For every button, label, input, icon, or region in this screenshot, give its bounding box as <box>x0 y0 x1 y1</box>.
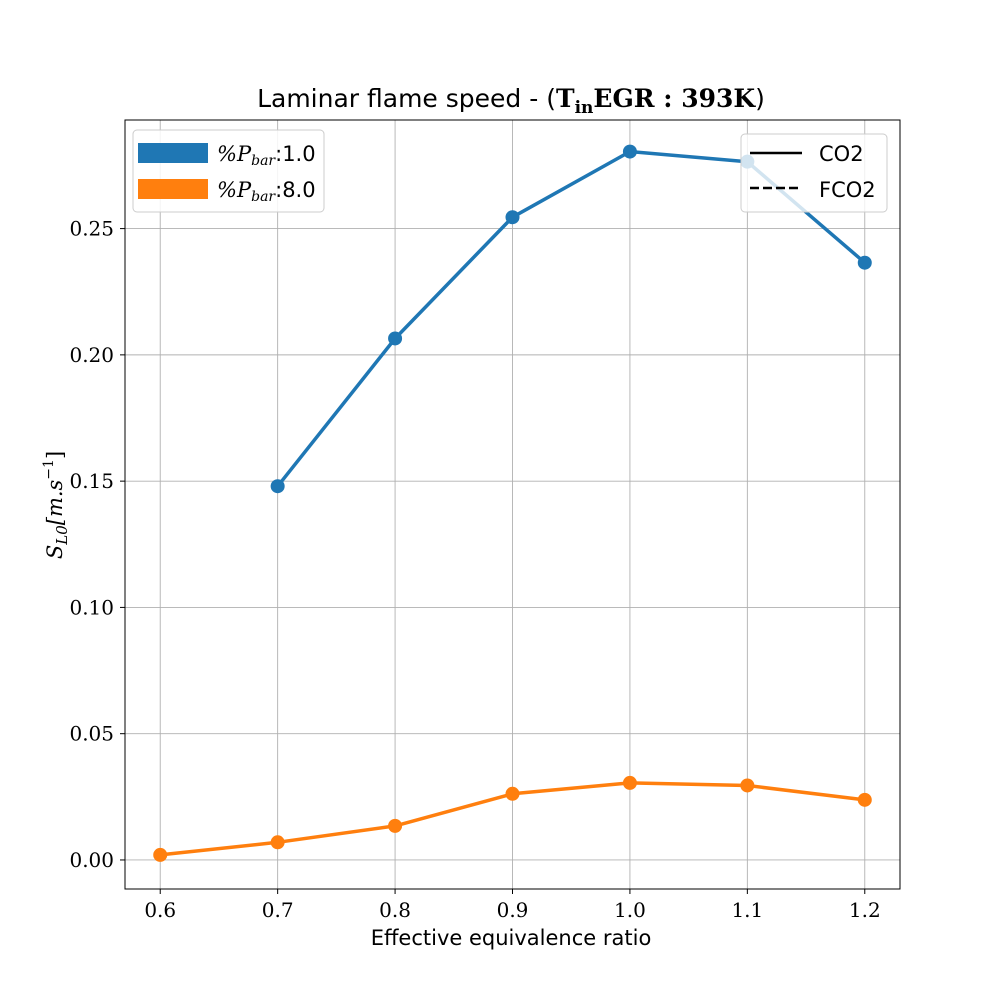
legend-label-pressure-8: %Pbar:8.0 <box>217 178 316 205</box>
y-axis-label: SL0[m.s−1] <box>41 451 71 559</box>
series-1-point-5 <box>740 778 755 793</box>
legend-swatch-orange <box>138 179 208 199</box>
chart-title: Laminar flame speed - (TinEGR : 393K) <box>257 84 765 118</box>
x-tick-label-4: 1.0 <box>614 898 646 922</box>
title-suffix: ) <box>755 84 765 113</box>
y-tick-label-1: 0.05 <box>69 722 114 746</box>
series-0-point-2 <box>505 210 520 225</box>
x-tick-label-5: 1.1 <box>731 898 763 922</box>
series-1-point-0 <box>153 847 168 862</box>
series-0-point-0 <box>270 479 285 494</box>
y-tick-label-4: 0.20 <box>69 343 114 367</box>
x-tick-label-3: 0.9 <box>497 898 529 922</box>
y-tick-label-5: 0.25 <box>69 217 114 241</box>
y-label-sub: L0 <box>53 525 71 546</box>
y-label-bracket: [m.s <box>43 479 67 525</box>
series-1-point-4 <box>622 775 637 790</box>
grid-layer <box>125 120 900 889</box>
series-0-point-1 <box>388 331 403 346</box>
series-1-point-6 <box>857 792 872 807</box>
title-prefix: Laminar flame speed - ( <box>257 84 556 113</box>
series-0-point-3 <box>622 144 637 159</box>
x-axis-label: Effective equivalence ratio <box>371 926 652 950</box>
legend-label-co2: CO2 <box>819 142 864 166</box>
y-label-s: S <box>43 545 67 559</box>
series-1-point-3 <box>505 786 520 801</box>
title-t: T <box>556 84 575 113</box>
tick-layer: 0.6 0.7 0.8 0.9 1.0 1.1 1.2 0.00 0.05 0.10 0.15 0.2… <box>69 217 880 922</box>
y-tick-label-0: 0.00 <box>69 848 114 872</box>
legend-fuel: CO2 FCO2 <box>740 133 888 213</box>
legend-swatch-blue <box>138 143 208 163</box>
x-tick-label-2: 0.8 <box>379 898 411 922</box>
legend-label-fco2: FCO2 <box>819 178 876 202</box>
y-tick-label-3: 0.15 <box>69 469 114 493</box>
title-rest: EGR : 393K <box>593 84 756 113</box>
series-1-point-2 <box>388 818 403 833</box>
x-tick-label-6: 1.2 <box>849 898 881 922</box>
y-tick-label-2: 0.10 <box>69 595 114 619</box>
title-subscript: in <box>575 98 594 118</box>
x-tick-label-1: 0.7 <box>262 898 294 922</box>
legend-pressure: %Pbar:1.0 %Pbar:8.0 <box>132 129 325 213</box>
series-1-point-1 <box>270 835 285 850</box>
y-label-sup: −1 <box>41 459 57 480</box>
x-tick-label-0: 0.6 <box>144 898 176 922</box>
series-0-point-5 <box>857 255 872 270</box>
legend-label-pressure-1: %Pbar:1.0 <box>217 142 316 169</box>
y-label-close: ] <box>43 451 67 459</box>
